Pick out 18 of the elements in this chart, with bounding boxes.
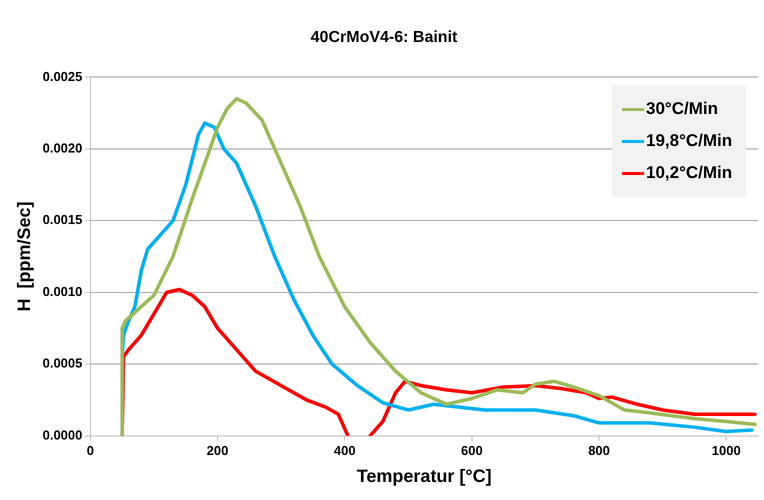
x-tick-label: 1000 — [712, 443, 741, 458]
legend-label: 30°C/Min — [646, 99, 718, 120]
x-tick-label: 800 — [588, 443, 610, 458]
y-axis-title: H [ppm/Sec] — [14, 201, 34, 312]
chart-title: 40CrMoV4-6: Bainit — [310, 29, 458, 46]
x-tick-label: 0 — [86, 443, 94, 458]
y-tick-label: 0.0015 — [42, 212, 82, 228]
x-tick-label: 200 — [206, 443, 228, 458]
legend-label: 19,8°C/Min — [646, 131, 732, 152]
y-tick-label: 0.0020 — [42, 140, 82, 156]
x-tick-label: 400 — [334, 443, 356, 458]
y-tick-label: 0.0005 — [42, 356, 82, 371]
y-tick-label: 0.0010 — [42, 284, 82, 299]
y-tick-label: 0.0025 — [42, 68, 82, 84]
y-tick-label: 0.0000 — [42, 427, 82, 442]
legend-label: 10,2°C/Min — [646, 163, 732, 184]
x-axis-title: Temperatur [°C] — [356, 466, 492, 486]
x-tick-label: 600 — [461, 443, 483, 458]
